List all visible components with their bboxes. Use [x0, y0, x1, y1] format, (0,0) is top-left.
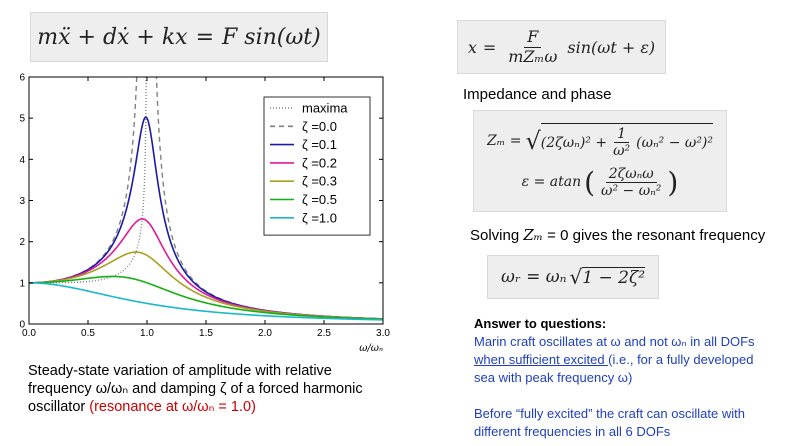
equation-rhs: F sin(ωt)	[222, 24, 321, 50]
series-line-0	[29, 77, 147, 284]
phase-close-paren: )	[667, 165, 679, 199]
series-line-5	[29, 275, 383, 320]
chart-curves	[29, 77, 383, 321]
answer-line-3: sea with peak frequency ω)	[474, 370, 633, 385]
y-tick-label-1: 1	[19, 278, 25, 289]
sqrt-symbol: √	[525, 127, 541, 156]
caption-line-3-start: oscillator	[28, 399, 90, 415]
y-tick-label-0: 0	[19, 320, 25, 331]
impedance-term1: (2ζωₙ)² +	[540, 134, 608, 151]
solution-fraction: F mZₘω	[505, 27, 560, 66]
x-tick-label-1: 0.5	[81, 328, 95, 339]
y-tick-label-5: 5	[19, 114, 25, 125]
y-tick-label-4: 4	[19, 155, 25, 166]
answer-heading: Answer to questions:	[474, 316, 607, 331]
impedance-heading: Impedance and phase	[463, 86, 612, 103]
phase-open-paren: (	[584, 165, 596, 199]
resonant-lhs: ωᵣ = ωₙ	[500, 267, 567, 287]
legend-label-1: ζ =0.0	[302, 119, 337, 134]
phase-line: ε = atan ( 2ζωₙω ω² − ωₙ² )	[522, 166, 679, 199]
phase-fraction: 2ζωₙω ω² − ωₙ²	[598, 166, 664, 199]
phase-frac-den: ω² − ωₙ²	[601, 182, 662, 199]
impedance-term2: (ωₙ² − ω²)²	[636, 134, 714, 151]
solution-numerator: F	[524, 27, 542, 48]
legend-label-4: ζ =0.3	[302, 174, 337, 189]
solving-suffix: = 0 gives the resonant frequency	[543, 227, 766, 244]
impedance-fraction: 1 ω²	[610, 126, 633, 159]
solution-equation-box: x = F mZₘω sin(ωt + ε)	[457, 20, 666, 74]
solution-equals: =	[482, 37, 497, 57]
legend-label-2: ζ =0.1	[302, 137, 337, 152]
y-tick-label-6: 6	[19, 73, 25, 84]
solving-prefix: Solving	[470, 227, 524, 244]
caption-line-3: oscillator (resonance at ω/ωₙ = 1.0)	[28, 398, 448, 416]
y-tick-label-3: 3	[19, 196, 25, 207]
answer-line-1: Marin craft oscillates at ω and not ωₙ i…	[474, 334, 755, 349]
answer-underlined: when sufficient excited	[474, 352, 609, 367]
impedance-frac-num: 1	[614, 126, 630, 144]
legend-label-5: ζ =0.5	[302, 192, 337, 207]
x-tick-label-4: 2.0	[258, 328, 272, 339]
answer-line-2-rest: (i.e., for a fully developed	[608, 352, 754, 367]
phase-frac-num: 2ζωₙω	[605, 166, 657, 183]
figure-caption: Steady-state variation of amplitude with…	[28, 362, 448, 416]
solving-text: Solving Zₘ = 0 gives the resonant freque…	[470, 226, 765, 244]
x-axis-label: ω/ωₙ	[359, 343, 383, 354]
x-tick-label-5: 2.5	[317, 328, 331, 339]
series-line-4	[29, 251, 383, 320]
equation-of-motion-box: mẍ + dẋ + kx = F sin(ωt)	[30, 12, 328, 62]
answer-line-4: Before “fully excited” the craft can osc…	[474, 406, 745, 421]
impedance-lhs: Zₘ =	[486, 133, 522, 150]
amplitude-chart: 0.0 0.5 1.0 1.5 2.0 2.5 3.0 0 1 2 3 4 5 6 ω/ωₙ maxima…	[19, 73, 390, 355]
solution-var: x	[467, 37, 477, 57]
resonant-sqrt-symbol: √	[569, 265, 583, 289]
x-tick-label-2: 1.0	[140, 328, 154, 339]
impedance-line: Zₘ = √ (2ζωₙ)² + 1 ω² (ωₙ² − ω²)²	[486, 123, 714, 159]
chart-legend: maxima ζ =0.0 ζ =0.1 ζ =0.2 ζ =0.3 ζ =0.5 ζ =1…	[263, 96, 371, 236]
y-tick-label-2: 2	[19, 237, 25, 248]
legend-label-3: ζ =0.2	[302, 155, 337, 170]
series-line-6	[29, 282, 383, 321]
chart-ticks: 0.0 0.5 1.0 1.5 2.0 2.5 3.0 0 1 2 3 4 5 6	[19, 73, 390, 340]
legend-label-0: maxima	[302, 101, 348, 116]
x-tick-label-3: 1.5	[199, 328, 213, 339]
equation-equals: =	[195, 24, 215, 50]
legend-box	[263, 96, 371, 236]
x-tick-label-6: 3.0	[376, 328, 390, 339]
resonant-radicand: 1 − 2ζ²	[582, 266, 646, 288]
solution-rest: sin(ωt + ε)	[567, 37, 656, 57]
impedance-frac-den: ω²	[613, 143, 631, 160]
impedance-radicand: (2ζωₙ)² + 1 ω² (ωₙ² − ω²)²	[540, 123, 714, 159]
resonant-equation-box: ωᵣ = ωₙ √ 1 − 2ζ²	[487, 255, 659, 299]
legend-label-6: ζ =1.0	[302, 210, 337, 225]
caption-line-1: Steady-state variation of amplitude with…	[28, 363, 332, 379]
answer-line-5: different frequencies in all 6 DOFs	[474, 424, 671, 439]
solution-denominator: mZₘω	[508, 46, 558, 66]
answer-line-2: when sufficient excited (i.e., for a ful…	[474, 351, 794, 369]
phase-lhs: ε = atan	[521, 174, 582, 191]
caption-line-2: frequency ω/ωₙ and damping ζ of a forced…	[28, 381, 363, 397]
answer-section: Answer to questions: Marin craft oscilla…	[474, 315, 794, 441]
equation-lhs: mẍ + dẋ + kx	[37, 24, 188, 50]
impedance-equation-box: Zₘ = √ (2ζωₙ)² + 1 ω² (ωₙ² − ω²)² ε = at…	[473, 110, 727, 212]
solving-var: Zₘ	[523, 226, 543, 244]
answer-spacer	[474, 387, 794, 405]
caption-resonance-note: (resonance at ω/ωₙ = 1.0)	[89, 399, 256, 415]
x-tick-label-0: 0.0	[22, 328, 36, 339]
